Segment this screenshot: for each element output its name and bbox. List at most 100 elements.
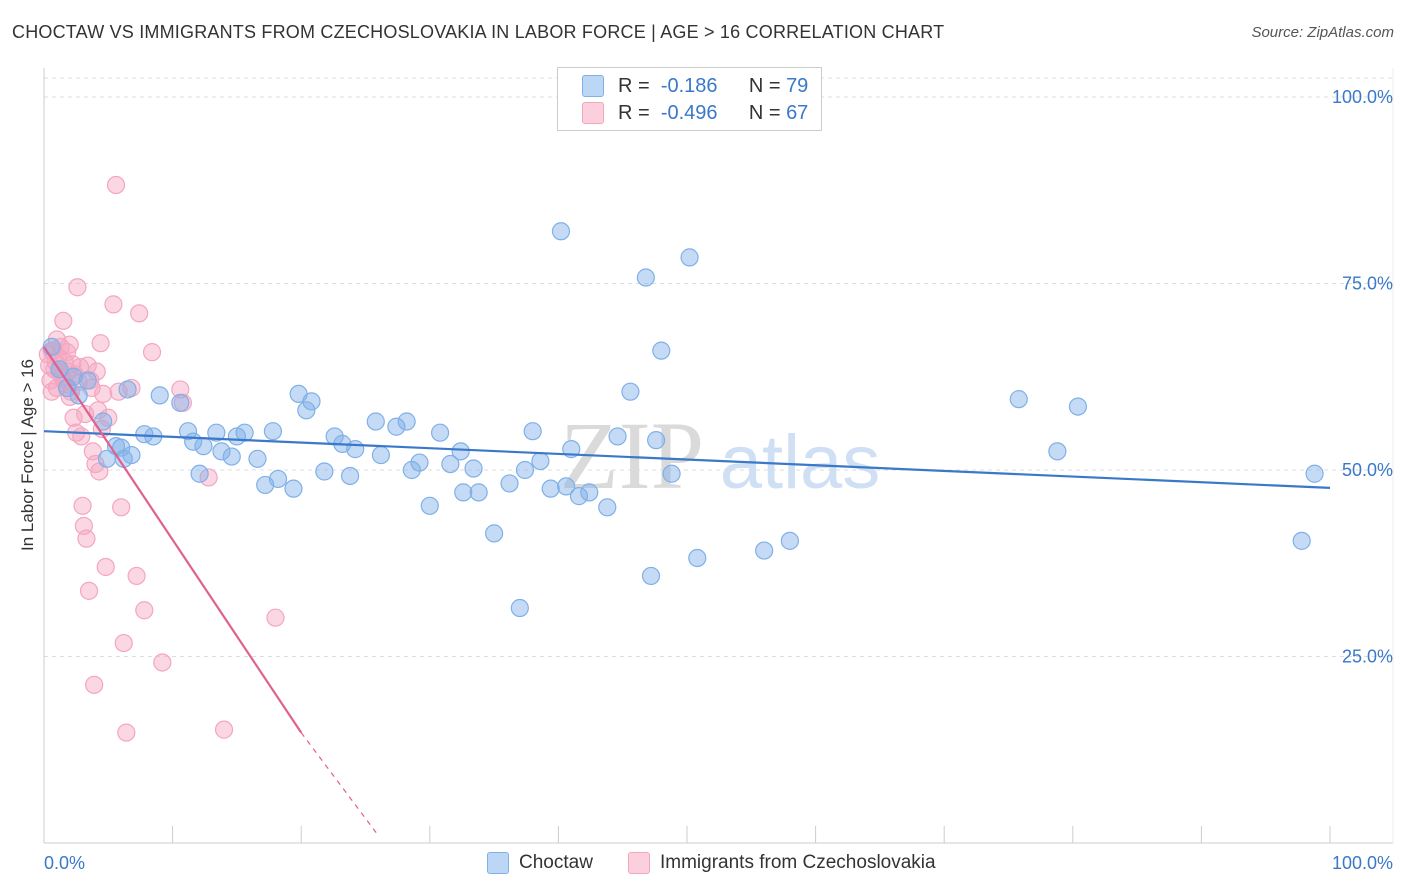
point-choctaw <box>1048 442 1067 461</box>
legend-swatch-choctaw <box>487 852 509 874</box>
point-choctaw <box>387 417 406 436</box>
point-choctaw <box>647 431 666 450</box>
point-choctaw <box>451 442 470 461</box>
point-czechoslovakia <box>214 720 234 739</box>
point-choctaw <box>420 496 439 515</box>
point-choctaw <box>248 449 267 468</box>
point-czechoslovakia <box>85 675 104 694</box>
point-choctaw <box>302 392 321 411</box>
point-choctaw <box>621 382 640 401</box>
trend-line-czechoslovakia-extension <box>300 732 379 836</box>
x-tick-label-min: 0.0% <box>44 853 85 873</box>
tick-labels: 100.0% 75.0% 50.0% 25.0% 0.0% 100.0% <box>44 87 1393 873</box>
point-choctaw <box>190 464 209 483</box>
point-choctaw <box>78 371 97 390</box>
point-choctaw <box>541 479 560 498</box>
point-czechoslovakia <box>135 601 154 620</box>
legend-label-czechoslovakia: Immigrants from Czechoslovakia <box>660 852 936 873</box>
point-choctaw <box>235 423 254 442</box>
point-choctaw <box>608 427 627 446</box>
point-choctaw <box>500 474 519 493</box>
legend-item-czechoslovakia: Immigrants from Czechoslovakia <box>628 852 936 874</box>
point-czechoslovakia <box>54 311 73 330</box>
point-choctaw <box>780 531 799 550</box>
point-czechoslovakia <box>266 608 285 627</box>
point-choctaw <box>171 393 190 412</box>
point-czechoslovakia <box>117 723 136 742</box>
trend-line-czechoslovakia <box>43 346 303 734</box>
point-czechoslovakia <box>77 529 96 548</box>
point-choctaw <box>755 541 774 560</box>
point-choctaw <box>212 442 231 461</box>
legend-r-value-choctaw: -0.186 <box>660 74 718 97</box>
point-choctaw <box>551 222 571 241</box>
y-tick-label: 100.0% <box>1332 87 1393 107</box>
series-legend: Choctaw Immigrants from Czechoslovakia <box>0 852 1406 878</box>
point-czechoslovakia <box>96 557 115 577</box>
point-choctaw <box>515 460 535 480</box>
point-choctaw <box>194 437 213 456</box>
point-czechoslovakia <box>127 566 146 586</box>
point-czechoslovakia <box>153 653 172 672</box>
point-choctaw <box>464 459 483 478</box>
legend-r-value-czechoslovakia: -0.496 <box>660 101 718 124</box>
point-czechoslovakia <box>72 427 91 446</box>
legend-row-czechoslovakia: R = -0.496 N = 67 <box>582 100 808 126</box>
point-choctaw <box>636 268 655 287</box>
point-choctaw <box>1305 464 1324 483</box>
point-choctaw <box>454 483 473 502</box>
point-czechoslovakia <box>142 343 162 362</box>
legend-n-value-czechoslovakia: 67 <box>786 101 809 124</box>
legend-n-label: N = <box>748 101 781 124</box>
legend-r-label: R = <box>618 74 650 97</box>
point-choctaw <box>284 479 303 498</box>
point-choctaw <box>178 422 198 441</box>
point-czechoslovakia <box>104 295 123 314</box>
source-label: Source: ZipAtlas.com <box>1251 24 1394 41</box>
point-czechoslovakia <box>73 496 92 515</box>
legend-row-choctaw: R = -0.186 N = 79 <box>582 73 808 99</box>
point-czechoslovakia <box>88 401 108 420</box>
legend-item-choctaw: Choctaw <box>487 852 593 874</box>
point-choctaw <box>397 412 416 431</box>
point-czechoslovakia <box>64 408 83 427</box>
point-choctaw <box>1009 390 1028 409</box>
legend-label-choctaw: Choctaw <box>519 852 593 873</box>
y-tick-label: 50.0% <box>1342 460 1393 480</box>
point-choctaw <box>340 466 360 486</box>
point-czechoslovakia <box>70 357 90 377</box>
point-czechoslovakia <box>47 378 66 398</box>
point-czechoslovakia <box>79 581 99 600</box>
point-choctaw <box>662 464 681 483</box>
point-choctaw <box>150 386 169 405</box>
point-choctaw <box>315 462 334 481</box>
point-choctaw <box>122 445 141 465</box>
point-czechoslovakia <box>171 380 190 399</box>
point-choctaw <box>1292 531 1311 550</box>
correlation-legend: R = -0.186 N = 79 R = -0.496 N = 67 <box>557 67 822 131</box>
point-choctaw <box>641 566 661 586</box>
point-choctaw <box>598 498 617 517</box>
point-choctaw <box>557 477 576 496</box>
point-choctaw <box>42 337 61 357</box>
point-choctaw <box>569 487 589 506</box>
point-choctaw <box>263 422 283 441</box>
point-choctaw <box>441 454 460 474</box>
point-czechoslovakia <box>112 498 131 517</box>
chart-title: CHOCTAW VS IMMIGRANTS FROM CZECHOSLOVAKI… <box>12 22 945 42</box>
y-tick-label: 25.0% <box>1342 647 1393 667</box>
point-choctaw <box>118 380 137 399</box>
point-choctaw <box>371 445 391 465</box>
point-choctaw <box>366 412 385 431</box>
series-czechoslovakia <box>38 175 285 742</box>
point-czechoslovakia <box>68 278 87 297</box>
x-tick-label-max: 100.0% <box>1332 853 1393 873</box>
grid-lines <box>44 77 1393 657</box>
point-choctaw <box>207 423 226 442</box>
axes <box>43 68 1394 844</box>
point-czechoslovakia <box>106 175 126 195</box>
point-choctaw <box>402 460 421 480</box>
point-czechoslovakia <box>60 335 79 354</box>
y-axis-label: In Labor Force | Age > 16 <box>18 358 37 552</box>
